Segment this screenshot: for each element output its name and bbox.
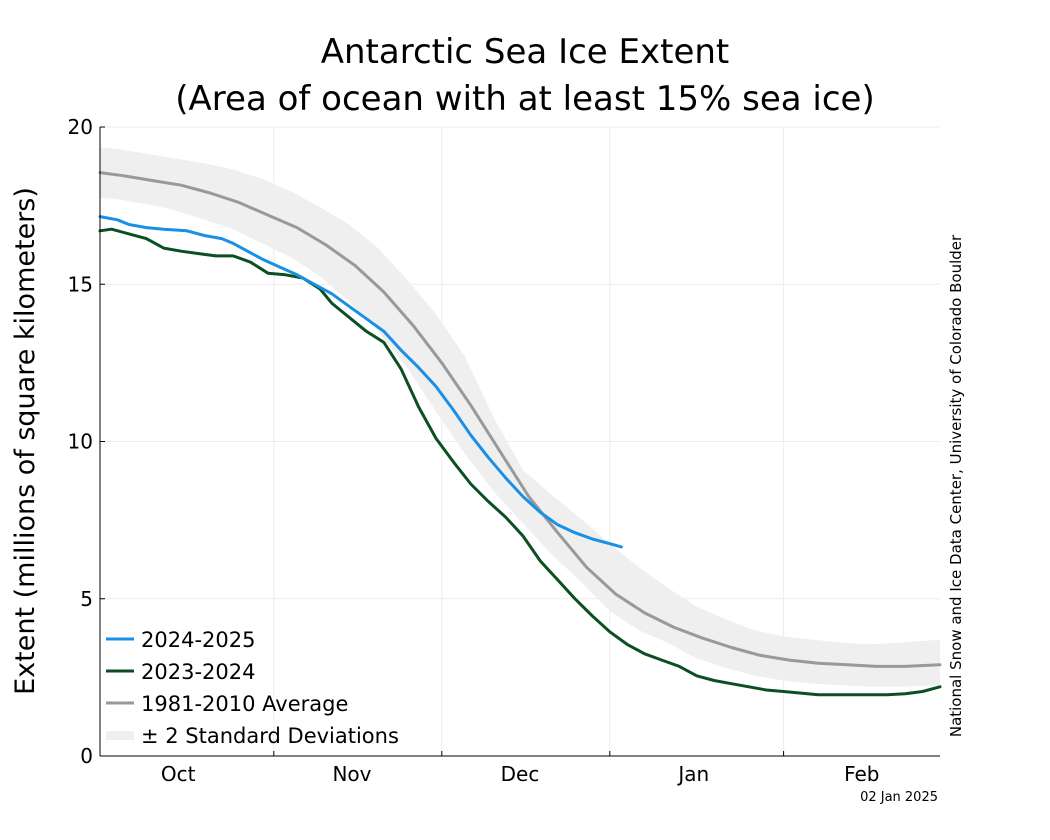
x-tick-label-jan: Jan [676,762,709,786]
legend-label-2023-2024: 2023-2024 [141,660,255,684]
std-dev-band-layer [100,147,940,687]
legend-label-std-dev: ± 2 Standard Deviations [141,724,399,748]
y-ticks: 0 5 10 15 20 [68,115,105,768]
series-line-1981-2010-average [98,171,942,668]
legend-label-2024-2025: 2024-2025 [141,628,255,652]
chart-title-line1: Antarctic Sea Ice Extent [321,32,730,72]
x-ticks: Oct Nov Dec Jan Feb [161,751,880,786]
chart-title-line2: (Area of ocean with at least 15% sea ice… [175,79,874,119]
date-stamp: 02 Jan 2025 [860,790,938,805]
grid-lines [100,126,940,756]
y-tick-label-15: 15 [68,272,93,296]
y-tick-label-20: 20 [68,115,93,139]
series-line-2023-2024 [98,227,942,697]
series-line-2024-2025 [98,215,623,549]
x-tick-label-dec: Dec [501,762,540,786]
credit-text: National Snow and Ice Data Center, Unive… [947,234,965,737]
x-tick-label-feb: Feb [844,762,879,786]
x-tick-label-nov: Nov [332,762,371,786]
legend: 2024-2025 2023-2024 1981-2010 Average ± … [106,628,399,748]
band-2-standard-deviations [100,147,940,687]
legend-label-average: 1981-2010 Average [141,692,348,716]
y-axis-label: Extent (millions of square kilometers) [10,187,41,695]
x-tick-label-oct: Oct [161,762,196,786]
y-tick-label-5: 5 [80,587,93,611]
series-lines-layer [98,171,942,697]
y-tick-label-0: 0 [80,744,93,768]
legend-swatch-std-dev [106,731,134,740]
y-tick-label-10: 10 [68,430,93,454]
